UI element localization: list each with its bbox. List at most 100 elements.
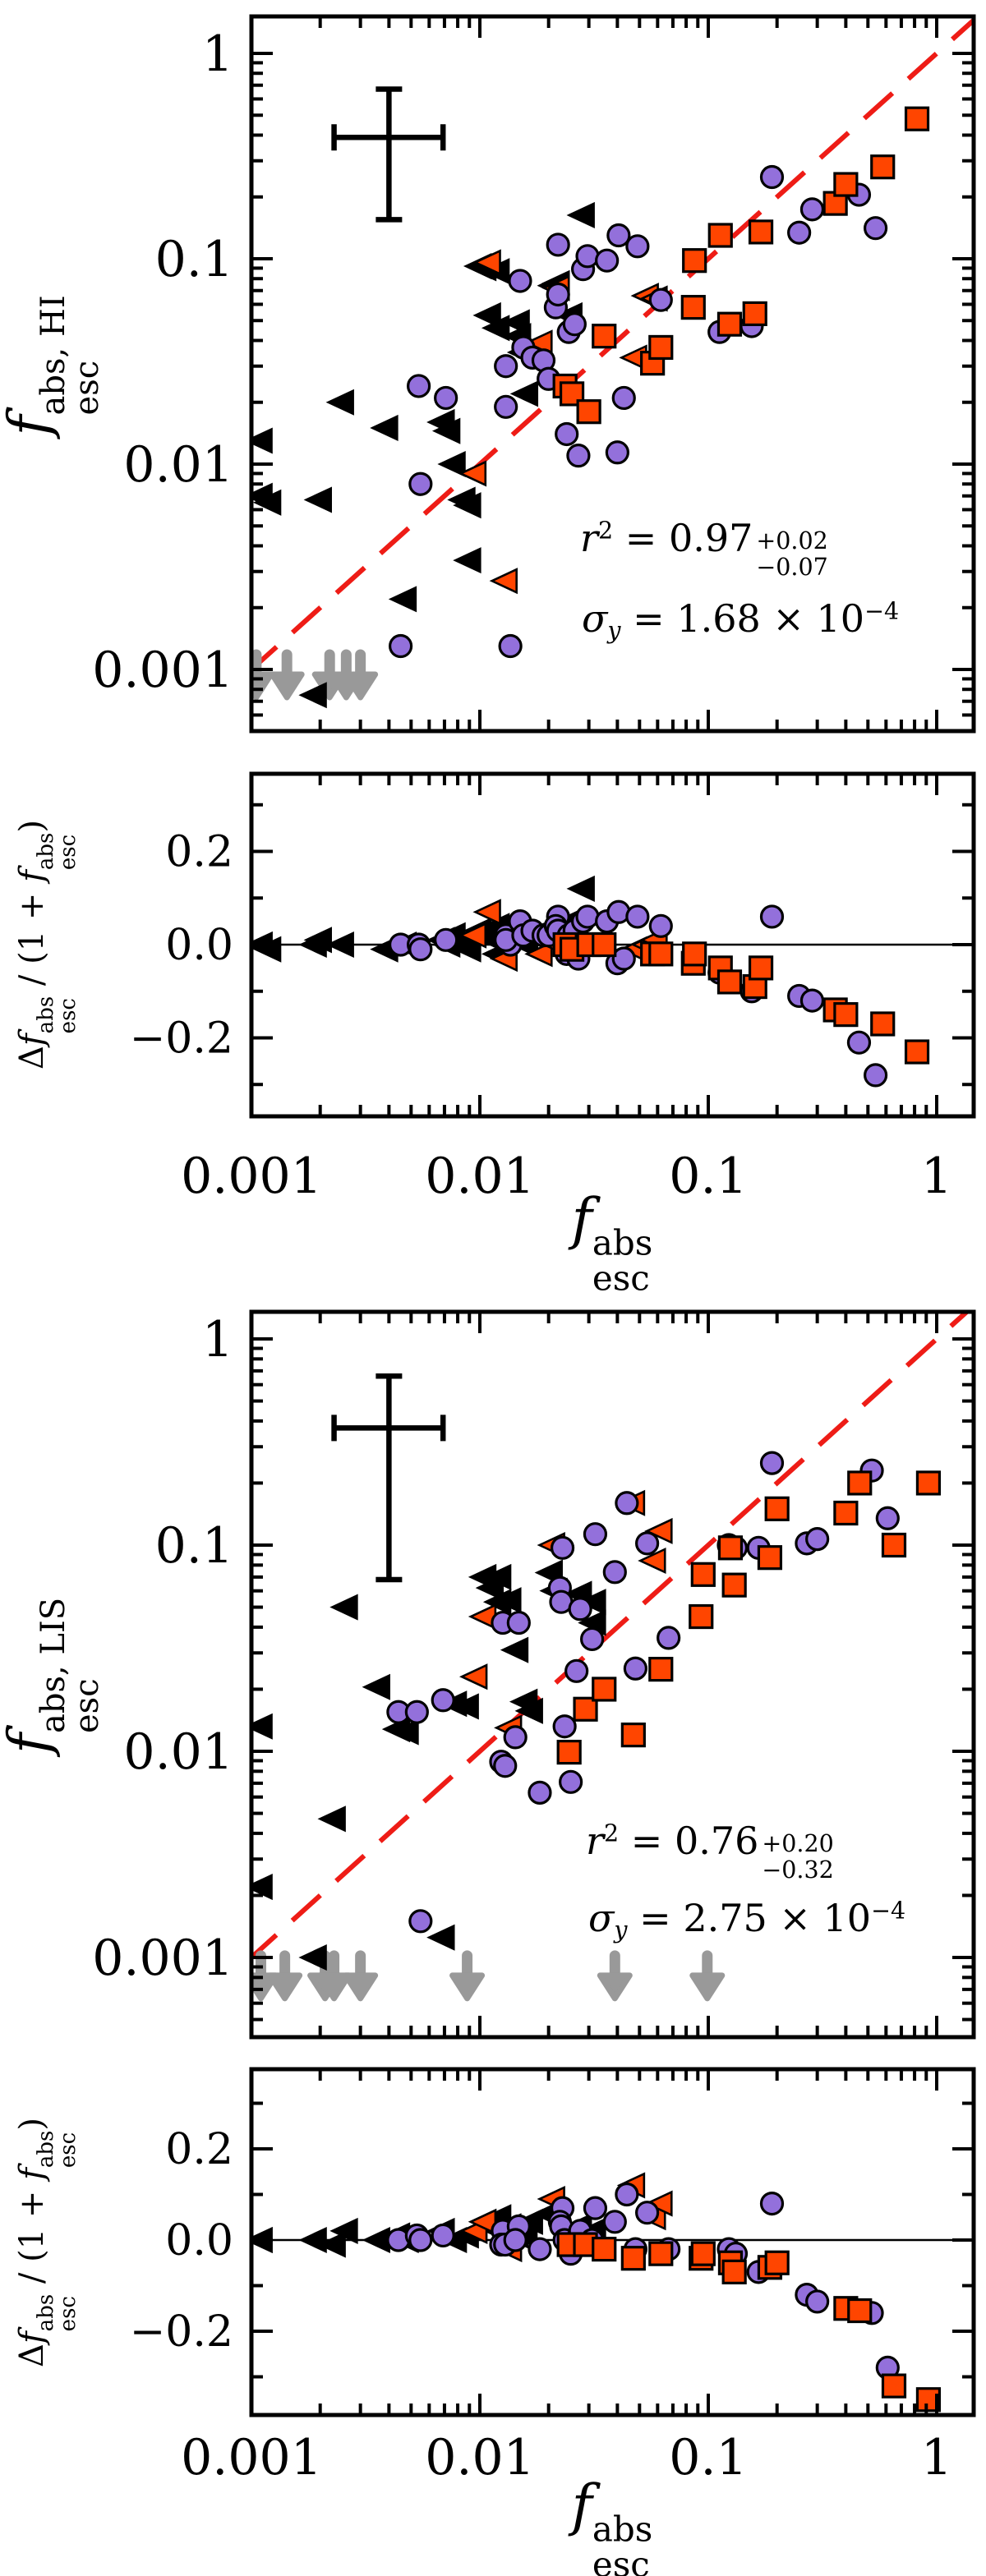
r2-lower-error: −0.07 — [756, 554, 828, 582]
equals: = — [619, 1819, 675, 1863]
data-point-black-triangles — [482, 1563, 512, 1590]
data-point-orange-squares — [742, 301, 767, 327]
resid-sub: esc — [55, 998, 81, 1034]
data-point-purple-circles — [805, 1527, 830, 1552]
residual-point-black-triangles — [362, 2226, 390, 2254]
data-point-purple-circles — [494, 354, 518, 379]
data-point-purple-circles — [864, 216, 888, 241]
data-point-orange-squares — [833, 1500, 859, 1526]
residual-point-purple-circles — [799, 988, 825, 1013]
data-point-orange-squares — [764, 1496, 790, 1521]
xlabel-sup: abs — [592, 2509, 653, 2550]
resid-sub2: esc — [55, 2132, 81, 2169]
data-point-orange-squares — [881, 1532, 907, 1558]
sigma-exponent: −4 — [871, 1897, 906, 1925]
xlabel-sup: abs — [592, 1222, 653, 1263]
residual-point-orange-squares — [764, 2250, 790, 2275]
residual-point-black-triangles — [298, 2226, 327, 2254]
upper-limit-arrow-head — [269, 671, 305, 701]
data-point-black-triangles — [317, 1806, 346, 1833]
resid-sup: abs — [34, 996, 59, 1034]
data-point-purple-circles — [605, 440, 629, 465]
tick-label: 0.1 — [155, 231, 233, 288]
lis-main-black-triangles — [251, 1559, 606, 1971]
ylabel-base: f — [0, 415, 63, 436]
data-point-orange-squares — [680, 295, 706, 320]
data-point-black-triangles — [370, 414, 399, 442]
ylabel-sub: esc — [68, 1678, 107, 1734]
resid-f: f — [12, 1033, 51, 1046]
data-point-black-triangles — [453, 492, 481, 519]
data-point-black-triangles — [472, 301, 501, 329]
data-point-black-triangles — [325, 389, 354, 416]
resid-sup2: abs — [34, 832, 59, 871]
xlabel-base: f — [571, 1187, 592, 1253]
data-point-black-triangles — [493, 1587, 522, 1614]
data-point-purple-circles — [657, 1626, 681, 1650]
data-point-orange-squares — [757, 1545, 783, 1571]
data-point-orange-squares — [716, 311, 743, 337]
lis-main-orange-squares — [556, 1470, 942, 1765]
data-point-orange-squares — [748, 219, 774, 245]
tick-label: 1 — [202, 25, 233, 83]
resid-close: ) — [12, 819, 51, 833]
tick-label: 0.0 — [165, 921, 233, 970]
ylabel-sup: abs, LIS — [35, 1597, 73, 1734]
upper-limit-arrow-head — [343, 1972, 379, 2002]
hi-residual-orange-squares — [552, 932, 930, 1065]
lis-main-purple-circles — [386, 1451, 900, 1934]
data-point-purple-circles — [494, 394, 518, 419]
data-point-purple-circles — [562, 312, 587, 337]
residual-point-purple-circles — [759, 2192, 785, 2216]
sigma-sub: y — [607, 616, 621, 644]
data-point-black-triangles — [431, 417, 461, 444]
equals: = — [627, 1896, 684, 1940]
residual-point-purple-circles — [408, 2228, 433, 2252]
residual-point-orange-triangles — [458, 922, 487, 949]
data-point-black-triangles — [437, 450, 466, 478]
r2-annotation-hi: r2 = 0.97 +0.02 −0.07 — [580, 516, 828, 581]
data-point-black-triangles — [390, 1718, 419, 1746]
data-point-orange-triangles — [489, 568, 518, 595]
residual-point-orange-squares — [881, 2373, 907, 2399]
data-point-black-triangles — [388, 586, 417, 613]
data-point-black-triangles — [578, 1589, 606, 1616]
tick-label: 0.001 — [92, 642, 233, 699]
residual-point-purple-circles — [602, 2210, 627, 2234]
data-point-purple-circles — [559, 1769, 583, 1794]
tick-label: 0.001 — [181, 1148, 322, 1205]
residual-point-purple-circles — [611, 946, 636, 971]
lis-residual-panel — [251, 2172, 974, 2413]
data-point-purple-circles — [759, 164, 785, 190]
tick-label: 0.01 — [123, 436, 233, 494]
data-point-orange-squares — [847, 1470, 873, 1496]
residual-point-purple-circles — [583, 2196, 608, 2220]
lis-residual-purple-circles — [386, 2182, 900, 2380]
data-point-purple-circles — [508, 269, 532, 293]
residual-point-purple-circles — [408, 937, 433, 962]
data-point-purple-circles — [546, 232, 570, 257]
data-point-black-triangles — [426, 1924, 455, 1951]
data-point-purple-circles — [528, 1780, 552, 1805]
upper-limit-arrow-head — [267, 1972, 303, 2002]
residual-point-orange-squares — [721, 2259, 747, 2284]
tick-label: 0.001 — [181, 2429, 322, 2486]
residual-point-orange-triangles — [644, 2190, 673, 2217]
upper-limit-arrow-head — [449, 1972, 486, 2002]
equals: = — [620, 596, 677, 641]
data-point-black-triangles — [298, 682, 327, 709]
data-point-orange-squares — [576, 399, 601, 425]
data-point-purple-circles — [875, 1506, 900, 1530]
residual-point-orange-squares — [592, 932, 617, 958]
resid-f: f — [12, 2331, 51, 2344]
residual-point-purple-circles — [846, 1030, 872, 1055]
resid-sub: esc — [55, 2296, 81, 2332]
resid-f2: f — [12, 2168, 51, 2180]
hi-main-orange-squares — [552, 106, 930, 425]
data-point-orange-squares — [648, 334, 674, 361]
data-point-black-triangles — [450, 1693, 479, 1720]
data-point-purple-circles — [434, 385, 458, 411]
residual-point-orange-squares — [870, 1011, 896, 1037]
residual-point-orange-squares — [748, 955, 774, 981]
data-point-purple-circles — [503, 1725, 528, 1750]
